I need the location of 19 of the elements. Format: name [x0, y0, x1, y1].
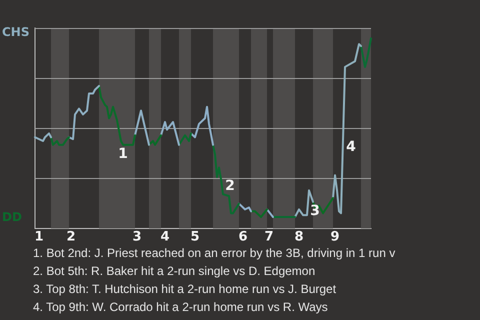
- text: 4. Top 9th: W. Corrado hit a 2-run home run vs R. Ways: [33, 299, 329, 316]
- x-tick-label: 1: [34, 230, 44, 245]
- text: DD: [2, 210, 22, 224]
- annotation: 1: [118, 146, 128, 162]
- x-tick-label: 3: [132, 230, 142, 245]
- x-tick-label: 9: [330, 230, 340, 245]
- annotation: 2: [225, 178, 235, 194]
- text: 3. Top 8th: T. Hutchison hit a 2-run home run vs J. Burget: [33, 281, 338, 298]
- annotation: 3: [310, 203, 320, 219]
- text: 1. Bot 2nd: J. Priest reached on an error by the 3B, driving in 1 run v: [33, 245, 396, 262]
- x-tick-label: 6: [238, 230, 248, 245]
- text: 2. Bot 5th: R. Baker hit a 2-run single vs D. Edgemon: [33, 263, 316, 280]
- annotation: 4: [346, 139, 356, 155]
- text: CHS: [2, 25, 30, 39]
- x-tick-label: 7: [264, 230, 274, 245]
- x-tick-label: 2: [66, 230, 76, 245]
- x-tick-label: 5: [190, 230, 200, 245]
- x-tick-label: 4: [160, 230, 170, 245]
- x-tick-label: 8: [294, 230, 304, 245]
